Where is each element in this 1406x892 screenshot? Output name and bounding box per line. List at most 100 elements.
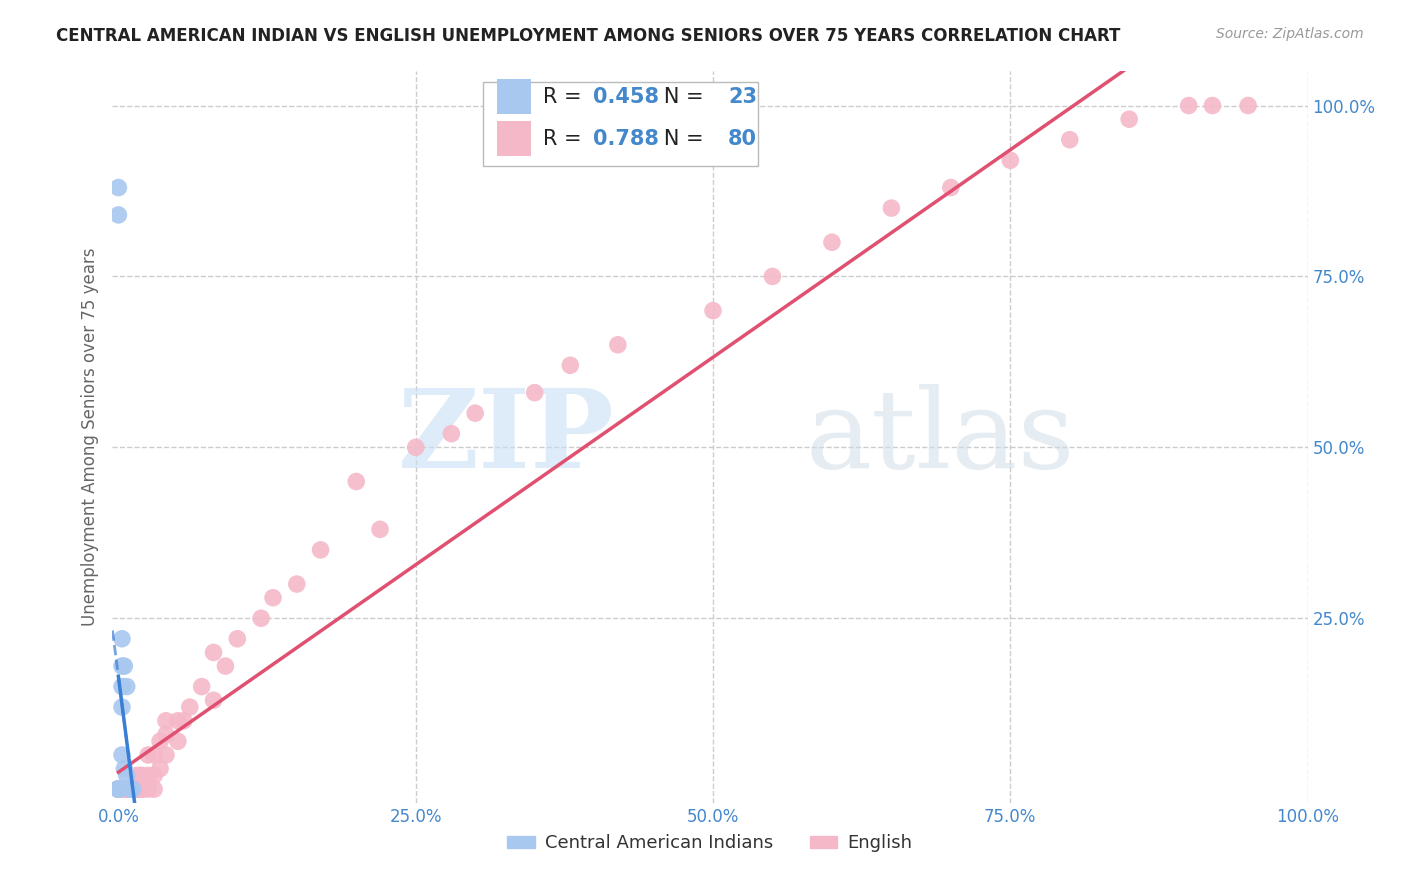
Point <box>190 680 212 694</box>
Y-axis label: Unemployment Among Seniors over 75 years: Unemployment Among Seniors over 75 years <box>80 248 98 626</box>
Text: N =: N = <box>644 128 710 149</box>
Point <box>111 747 134 762</box>
Point <box>250 611 273 625</box>
Point <box>125 782 148 797</box>
Point <box>107 180 129 194</box>
Point <box>120 782 142 797</box>
Point <box>107 782 129 797</box>
Text: 0.458: 0.458 <box>593 87 659 107</box>
Point <box>120 782 142 797</box>
Point <box>107 782 129 797</box>
Point <box>122 782 145 797</box>
FancyBboxPatch shape <box>484 82 758 167</box>
Point <box>1000 153 1022 168</box>
Point <box>440 426 463 441</box>
Point <box>179 700 201 714</box>
Point <box>122 782 145 797</box>
Point <box>155 714 177 728</box>
Point <box>136 747 159 762</box>
Point <box>121 782 143 797</box>
Point <box>143 782 166 797</box>
Point <box>107 782 129 797</box>
Point <box>107 782 129 797</box>
Point <box>107 782 129 797</box>
Point <box>107 782 129 797</box>
Point <box>939 180 962 194</box>
Point <box>143 768 166 782</box>
Point <box>309 542 332 557</box>
Point <box>131 782 153 797</box>
Point <box>702 303 724 318</box>
Point <box>262 591 284 605</box>
Point <box>112 782 135 797</box>
Point <box>523 385 546 400</box>
Point <box>107 782 129 797</box>
Point <box>112 782 135 797</box>
Text: 23: 23 <box>728 87 756 107</box>
Point <box>107 782 129 797</box>
Point <box>136 782 159 797</box>
Point <box>107 782 129 797</box>
Point <box>107 208 129 222</box>
Point <box>111 782 134 797</box>
Point <box>112 782 135 797</box>
Point <box>128 782 150 797</box>
Point <box>111 659 134 673</box>
Point <box>1118 112 1140 127</box>
Text: R =: R = <box>543 128 588 149</box>
Point <box>128 768 150 782</box>
Point <box>606 338 628 352</box>
Text: CENTRAL AMERICAN INDIAN VS ENGLISH UNEMPLOYMENT AMONG SENIORS OVER 75 YEARS CORR: CENTRAL AMERICAN INDIAN VS ENGLISH UNEMP… <box>56 27 1121 45</box>
Point <box>143 747 166 762</box>
Point <box>107 782 129 797</box>
Point <box>112 659 135 673</box>
Point <box>344 475 367 489</box>
Text: N =: N = <box>644 87 710 107</box>
Point <box>202 693 225 707</box>
FancyBboxPatch shape <box>498 121 531 156</box>
Point <box>149 762 172 776</box>
Point <box>111 700 134 714</box>
Point <box>173 714 195 728</box>
Point <box>120 782 142 797</box>
Point <box>120 782 142 797</box>
Point <box>107 782 129 797</box>
Point <box>167 714 190 728</box>
Point <box>112 782 135 797</box>
Point <box>125 768 148 782</box>
Point <box>368 522 391 536</box>
Point <box>125 782 148 797</box>
Text: Source: ZipAtlas.com: Source: ZipAtlas.com <box>1216 27 1364 41</box>
Point <box>111 680 134 694</box>
Point <box>107 782 129 797</box>
Point <box>155 747 177 762</box>
Point <box>107 782 129 797</box>
Text: atlas: atlas <box>806 384 1076 491</box>
Point <box>761 269 783 284</box>
Point <box>107 782 129 797</box>
Point <box>155 727 177 741</box>
Point <box>202 645 225 659</box>
Text: ZIP: ZIP <box>398 384 614 491</box>
Point <box>107 782 129 797</box>
Point <box>560 359 582 373</box>
Point <box>167 734 190 748</box>
Point <box>112 762 135 776</box>
Point <box>111 632 134 646</box>
Point <box>125 782 148 797</box>
Point <box>464 406 486 420</box>
Point <box>1177 98 1199 112</box>
Point <box>880 201 903 215</box>
Point <box>107 782 129 797</box>
Point <box>120 782 142 797</box>
Point <box>405 440 427 454</box>
Point <box>131 782 153 797</box>
Point <box>214 659 236 673</box>
Text: 80: 80 <box>728 128 756 149</box>
Point <box>226 632 249 646</box>
Point <box>115 782 138 797</box>
Legend: Central American Indians, English: Central American Indians, English <box>501 827 920 860</box>
Point <box>111 782 134 797</box>
Point <box>111 782 134 797</box>
Text: R =: R = <box>543 87 588 107</box>
